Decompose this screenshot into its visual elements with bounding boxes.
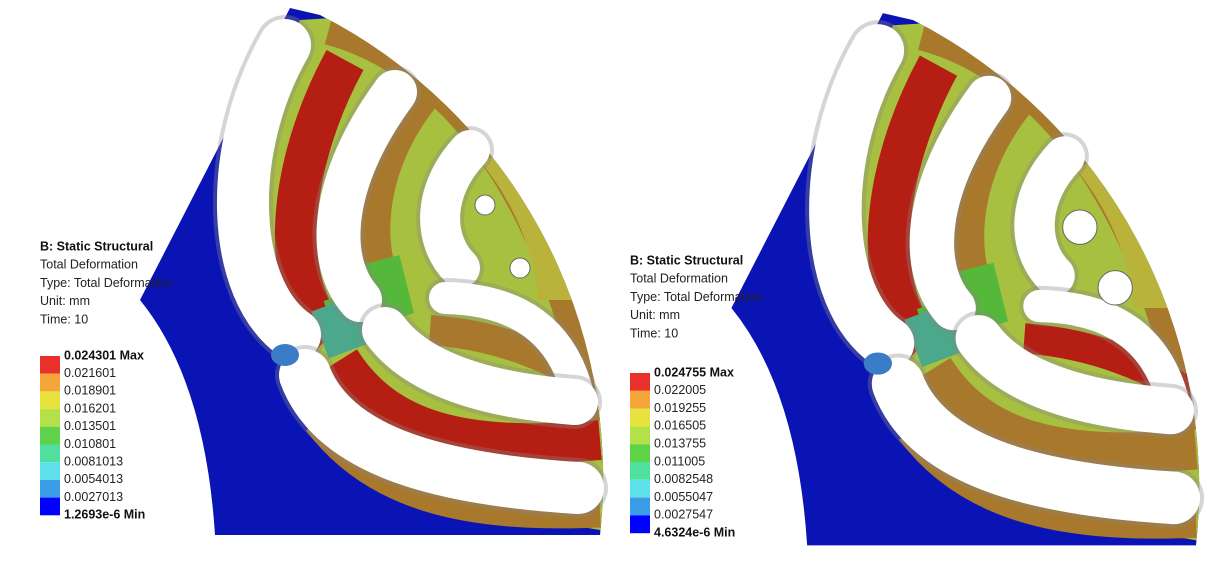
legend-swatch <box>630 373 650 391</box>
fea-model <box>731 13 1205 546</box>
legend-swatch <box>40 479 60 498</box>
slot <box>429 282 594 411</box>
legend-swatch <box>40 462 60 480</box>
legend-swatch <box>630 426 650 445</box>
legend-swatch <box>40 409 60 427</box>
legend-swatch <box>630 515 650 534</box>
legend-swatch <box>630 408 650 427</box>
notch <box>271 344 299 366</box>
legend-value: 0.013501 <box>64 419 116 433</box>
legend-swatch <box>630 497 650 516</box>
legend-value: 0.024301 Max <box>64 348 144 362</box>
slot <box>909 75 1012 331</box>
legend-value: 0.0027013 <box>64 490 123 504</box>
legend-info: Total Deformation <box>40 258 138 272</box>
contour-band <box>311 296 369 359</box>
contour-band <box>904 304 963 367</box>
slot <box>1014 136 1085 296</box>
contour-band <box>916 357 1198 473</box>
slot <box>871 357 1201 525</box>
legend-value: 0.018901 <box>64 384 116 398</box>
legend-swatch <box>630 479 650 498</box>
slot <box>955 315 1194 435</box>
legend-swatch <box>630 390 650 409</box>
slot <box>279 349 604 514</box>
hole <box>509 257 531 279</box>
legend-swatch <box>40 391 60 410</box>
legend-value: 0.022005 <box>654 383 706 397</box>
notch <box>863 352 892 375</box>
legend-swatch <box>630 444 650 462</box>
legend-value: 0.013755 <box>654 436 706 450</box>
fea-model <box>140 8 608 535</box>
slot <box>1023 289 1190 421</box>
legend-swatch <box>40 444 60 463</box>
legend-value: 4.6324e-6 Min <box>654 525 735 539</box>
legend-title: B: Static Structural <box>630 253 743 267</box>
legend-value: 1.2693e-6 Min <box>64 508 145 522</box>
legend-value: 0.019255 <box>654 401 706 415</box>
slot <box>420 130 490 288</box>
legend-value: 0.0055047 <box>654 490 713 504</box>
legend-info: Unit: mm <box>40 294 90 308</box>
legend-info: Total Deformation <box>630 272 728 286</box>
legend-info: Time: 10 <box>40 312 88 326</box>
legend-swatch <box>40 426 60 445</box>
legend-value: 0.0082548 <box>654 472 713 486</box>
legend-info: Time: 10 <box>630 326 678 340</box>
legend-value: 0.021601 <box>64 366 116 380</box>
contour-band <box>323 348 602 464</box>
legend-value: 0.016505 <box>654 419 706 433</box>
legend-value: 0.0081013 <box>64 454 123 468</box>
legend-swatch <box>40 373 60 392</box>
slot <box>362 307 598 425</box>
hole <box>474 194 496 216</box>
legend-value: 0.016201 <box>64 401 116 415</box>
legend-title: B: Static Structural <box>40 239 153 253</box>
legend-value: 0.024755 Max <box>654 365 734 379</box>
legend-info: Unit: mm <box>630 308 680 322</box>
legend-value: 0.010801 <box>64 437 116 451</box>
slot <box>809 24 915 370</box>
legend-info: Type: Total Deformation <box>40 276 172 290</box>
slot <box>216 19 321 361</box>
slot <box>316 70 417 322</box>
legend-value: 0.011005 <box>654 454 705 468</box>
legend-swatch <box>40 497 60 516</box>
legend-swatch <box>40 356 60 374</box>
legend-swatch <box>630 462 650 480</box>
legend-value: 0.0027547 <box>654 508 713 522</box>
legend-info: Type: Total Deformation <box>630 290 762 304</box>
legend-value: 0.0054013 <box>64 472 123 486</box>
hole <box>1097 270 1133 306</box>
hole <box>1062 209 1098 245</box>
